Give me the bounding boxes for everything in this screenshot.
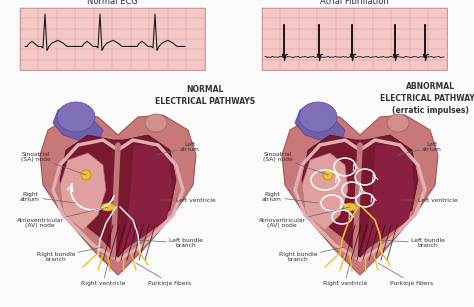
Polygon shape (40, 115, 196, 275)
Text: Normal ECG: Normal ECG (87, 0, 138, 6)
Ellipse shape (387, 114, 409, 132)
Ellipse shape (343, 203, 357, 211)
Text: NORMAL
ELECTRICAL PATHWAYS: NORMAL ELECTRICAL PATHWAYS (155, 85, 255, 106)
Text: Right ventricle: Right ventricle (81, 263, 125, 286)
Text: Right ventricle: Right ventricle (323, 263, 367, 286)
Polygon shape (60, 153, 106, 230)
Ellipse shape (145, 114, 167, 132)
Polygon shape (53, 105, 103, 145)
Text: Atrial Fibrillation: Atrial Fibrillation (320, 0, 389, 6)
Text: Atrioventricular
(AV) node: Atrioventricular (AV) node (258, 207, 350, 228)
Polygon shape (282, 115, 438, 275)
Text: Left
atrium: Left atrium (398, 142, 442, 155)
Text: Atrioventricular
(AV) node: Atrioventricular (AV) node (17, 207, 108, 228)
Polygon shape (302, 153, 348, 230)
Ellipse shape (299, 102, 337, 132)
Text: Sinoatrial
(SA) node: Sinoatrial (SA) node (21, 152, 86, 175)
Circle shape (323, 170, 333, 180)
Text: Left bundle
branch: Left bundle branch (378, 238, 445, 248)
Text: Right bundle
branch: Right bundle branch (279, 247, 345, 262)
Text: Purkinje fibers: Purkinje fibers (378, 263, 434, 286)
Bar (262, 8, 447, 70)
Text: Right
atrium: Right atrium (262, 192, 318, 203)
Text: Left
atrium: Left atrium (156, 142, 200, 155)
Text: Left bundle
branch: Left bundle branch (136, 238, 203, 248)
Polygon shape (302, 135, 418, 257)
Text: ABNORMAL
ELECTRICAL PATHWAYS
(erratic impulses): ABNORMAL ELECTRICAL PATHWAYS (erratic im… (380, 82, 474, 115)
Text: Sinoatrial
(SA) node: Sinoatrial (SA) node (263, 152, 328, 175)
Text: Purkinje fibers: Purkinje fibers (136, 263, 191, 286)
Circle shape (81, 170, 91, 180)
Polygon shape (360, 145, 415, 257)
Ellipse shape (57, 102, 95, 132)
Ellipse shape (101, 203, 115, 211)
Polygon shape (60, 135, 176, 257)
Bar (20, 8, 205, 70)
Text: Right bundle
branch: Right bundle branch (37, 247, 103, 262)
Polygon shape (295, 105, 345, 145)
Text: Left ventricle: Left ventricle (160, 197, 216, 203)
Text: Right
atrium: Right atrium (20, 192, 76, 203)
Polygon shape (118, 145, 173, 257)
Text: Left ventricle: Left ventricle (402, 197, 458, 203)
